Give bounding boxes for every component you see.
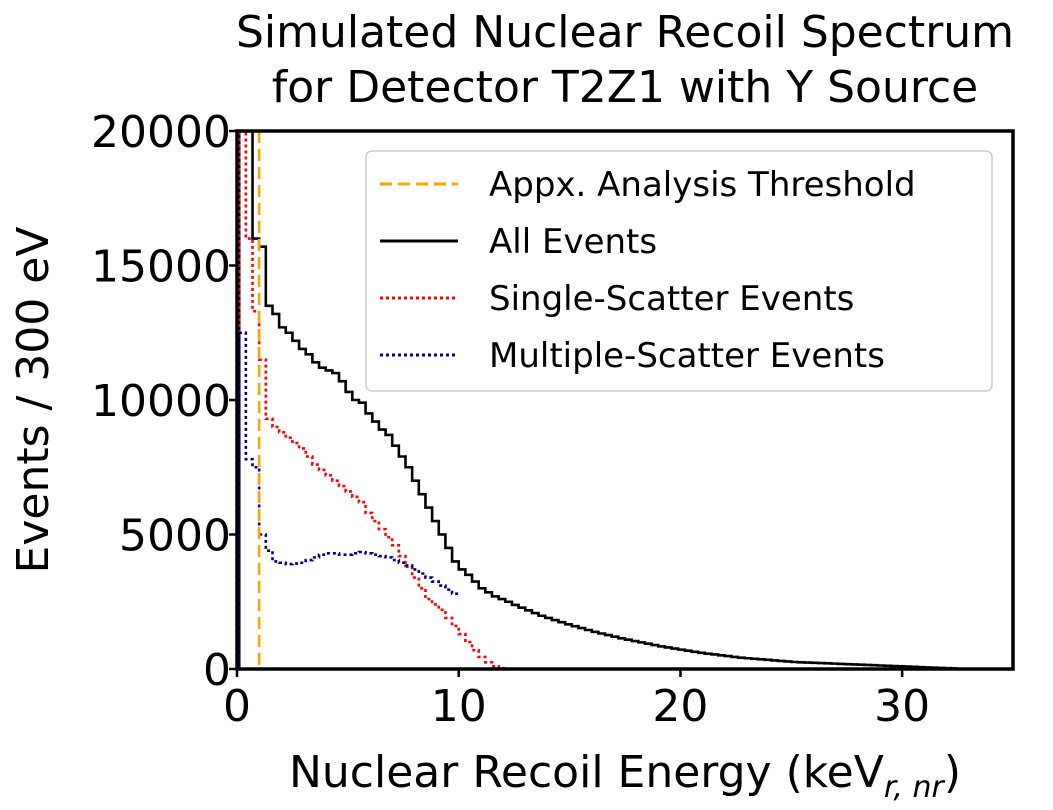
- x-axis-label-close: ): [944, 747, 961, 798]
- chart-title: Simulated Nuclear Recoil Spectrum for De…: [236, 7, 1014, 113]
- series-layer: [237, 131, 958, 669]
- legend-label-threshold: Appx. Analysis Threshold: [489, 165, 916, 205]
- x-tick-label: 10: [431, 681, 487, 732]
- legend-frame: [365, 150, 993, 392]
- x-tick-label: 20: [652, 681, 708, 732]
- legend-label-single-scatter: Single-Scatter Events: [489, 279, 854, 319]
- series-all-events: [237, 131, 958, 669]
- y-tick-label: 5000: [119, 511, 231, 562]
- y-axis-label: Events / 300 eV: [8, 227, 59, 574]
- y-tick-label: 15000: [91, 242, 231, 293]
- x-tick-label: 0: [223, 681, 251, 732]
- legend-label-multiple-scatter: Multiple-Scatter Events: [489, 336, 885, 376]
- y-axis: 0 5000 10000 15000 20000: [91, 107, 237, 696]
- series-multiple-scatter: [237, 331, 459, 669]
- y-tick-label: 10000: [91, 376, 231, 427]
- y-tick-label: 20000: [91, 107, 231, 158]
- legend: Appx. Analysis Threshold All Events Sing…: [365, 150, 993, 392]
- x-tick-label: 30: [874, 681, 930, 732]
- x-axis-label: Nuclear Recoil Energy (keVr, nr): [289, 747, 961, 805]
- chart-title-line-2: for Detector T2Z1 with Y Source: [272, 62, 979, 113]
- legend-label-all-events: All Events: [489, 222, 657, 262]
- chart-title-line-1: Simulated Nuclear Recoil Spectrum: [236, 7, 1014, 58]
- x-axis-label-subscript: r, nr: [884, 770, 946, 805]
- x-axis-label-main: Nuclear Recoil Energy (keV: [289, 747, 884, 798]
- y-tick-label: 0: [203, 645, 231, 696]
- x-axis: 0 10 20 30: [223, 669, 930, 732]
